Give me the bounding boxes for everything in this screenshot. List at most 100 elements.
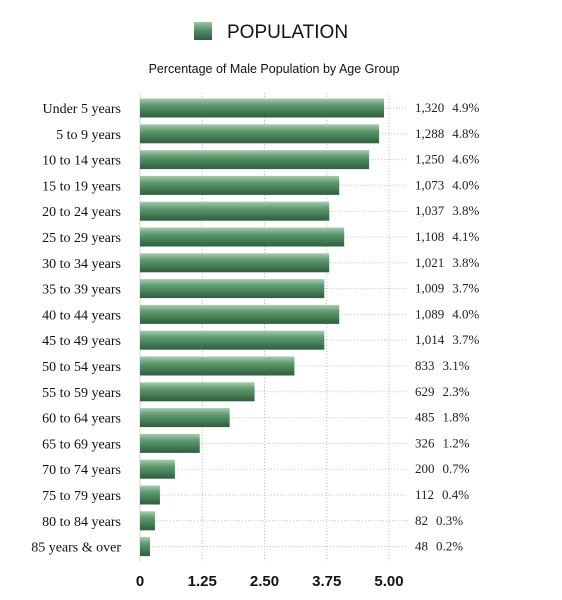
category-label: 50 to 54 years — [42, 360, 121, 375]
category-label: 15 to 19 years — [42, 179, 121, 194]
bar — [140, 459, 175, 479]
category-label: 80 to 84 years — [42, 515, 121, 530]
count-label: 629 — [415, 384, 435, 399]
category-label: 85 years & over — [31, 541, 121, 556]
bar — [140, 511, 155, 531]
bar — [140, 485, 160, 505]
count-label: 485 — [415, 410, 435, 425]
legend-swatch — [194, 22, 212, 40]
value-label: 1,250 4.6% — [415, 152, 480, 167]
legend-label: POPULATION — [227, 22, 348, 43]
count-label: 200 — [415, 461, 435, 476]
bar — [140, 227, 345, 247]
count-label: 1,009 — [415, 281, 444, 296]
percent-label: 3.7% — [452, 281, 479, 296]
count-label: 1,014 — [415, 332, 445, 347]
category-label: 30 to 34 years — [42, 257, 121, 272]
category-label: 20 to 24 years — [42, 205, 121, 220]
category-label: 65 to 69 years — [42, 437, 121, 452]
count-label: 1,250 — [415, 152, 444, 167]
x-tick-label: 2.50 — [250, 573, 279, 590]
value-label: 1,037 3.8% — [415, 203, 480, 218]
category-label: 40 to 44 years — [42, 308, 121, 323]
category-label: Under 5 years — [42, 102, 121, 117]
count-label: 48 — [415, 539, 428, 554]
bar — [140, 279, 325, 299]
category-label: 25 to 29 years — [42, 231, 121, 246]
value-label: 112 0.4% — [415, 487, 469, 502]
percent-label: 1.2% — [443, 435, 470, 450]
value-label: 1,009 3.7% — [415, 281, 480, 296]
count-label: 1,037 — [415, 203, 445, 218]
value-label: 48 0.2% — [415, 539, 463, 554]
count-label: 1,288 — [415, 126, 444, 141]
percent-label: 4.1% — [452, 229, 479, 244]
percent-label: 4.0% — [452, 306, 479, 321]
x-tick-label: 0 — [136, 573, 144, 590]
percent-label: 2.3% — [443, 384, 470, 399]
percent-label: 1.8% — [443, 410, 470, 425]
category-label: 35 to 39 years — [42, 283, 121, 298]
value-label: 833 3.1% — [415, 358, 470, 373]
value-label: 82 0.3% — [415, 513, 463, 528]
bar — [140, 201, 330, 221]
labels: Under 5 years 1,320 4.9% 5 to 9 years 1,288 4… — [31, 100, 479, 590]
percent-label: 3.8% — [452, 203, 479, 218]
value-label: 1,108 4.1% — [415, 229, 480, 244]
category-label: 75 to 79 years — [42, 489, 121, 504]
count-label: 1,021 — [415, 255, 444, 270]
count-label: 1,073 — [415, 177, 444, 192]
category-label: 5 to 9 years — [56, 128, 121, 143]
category-label: 70 to 74 years — [42, 463, 121, 478]
bar — [140, 98, 385, 118]
bar — [140, 408, 230, 428]
count-label: 112 — [415, 487, 434, 502]
value-label: 1,089 4.0% — [415, 306, 480, 321]
percent-label: 3.7% — [452, 332, 479, 347]
percent-label: 0.3% — [436, 513, 463, 528]
percent-label: 4.8% — [452, 126, 479, 141]
count-label: 326 — [415, 435, 435, 450]
bar — [140, 433, 200, 453]
percent-label: 0.7% — [443, 461, 470, 476]
bar — [140, 304, 340, 324]
value-label: 485 1.8% — [415, 410, 470, 425]
x-tick-label: 1.25 — [188, 573, 217, 590]
value-label: 1,320 4.9% — [415, 100, 480, 115]
bar — [140, 537, 150, 557]
count-label: 833 — [415, 358, 435, 373]
percent-label: 0.4% — [442, 487, 469, 502]
bar — [140, 253, 330, 273]
bar — [140, 382, 255, 402]
value-label: 200 0.7% — [415, 461, 470, 476]
count-label: 1,108 — [415, 229, 444, 244]
percent-label: 3.8% — [452, 255, 479, 270]
category-label: 60 to 64 years — [42, 412, 121, 427]
percent-label: 3.1% — [443, 358, 470, 373]
percent-label: 4.6% — [452, 152, 479, 167]
value-label: 1,073 4.0% — [415, 177, 480, 192]
category-label: 55 to 59 years — [42, 386, 121, 401]
count-label: 1,089 — [415, 306, 444, 321]
value-label: 326 1.2% — [415, 435, 470, 450]
bar — [140, 330, 325, 350]
value-label: 1,288 4.8% — [415, 126, 480, 141]
x-tick-label: 5.00 — [374, 573, 403, 590]
bar — [140, 124, 380, 144]
bar — [140, 356, 295, 376]
value-label: 1,014 3.7% — [415, 332, 480, 347]
grid-lines — [139, 93, 408, 562]
percent-label: 4.9% — [452, 100, 479, 115]
bar — [140, 150, 370, 170]
percent-label: 0.2% — [436, 539, 463, 554]
count-label: 1,320 — [415, 100, 444, 115]
value-label: 629 2.3% — [415, 384, 470, 399]
chart-subtitle: Percentage of Male Population by Age Gro… — [149, 62, 400, 76]
x-tick-label: 3.75 — [312, 573, 341, 590]
value-label: 1,021 3.8% — [415, 255, 480, 270]
category-label: 10 to 14 years — [42, 154, 121, 169]
count-label: 82 — [415, 513, 428, 528]
percent-label: 4.0% — [452, 177, 479, 192]
